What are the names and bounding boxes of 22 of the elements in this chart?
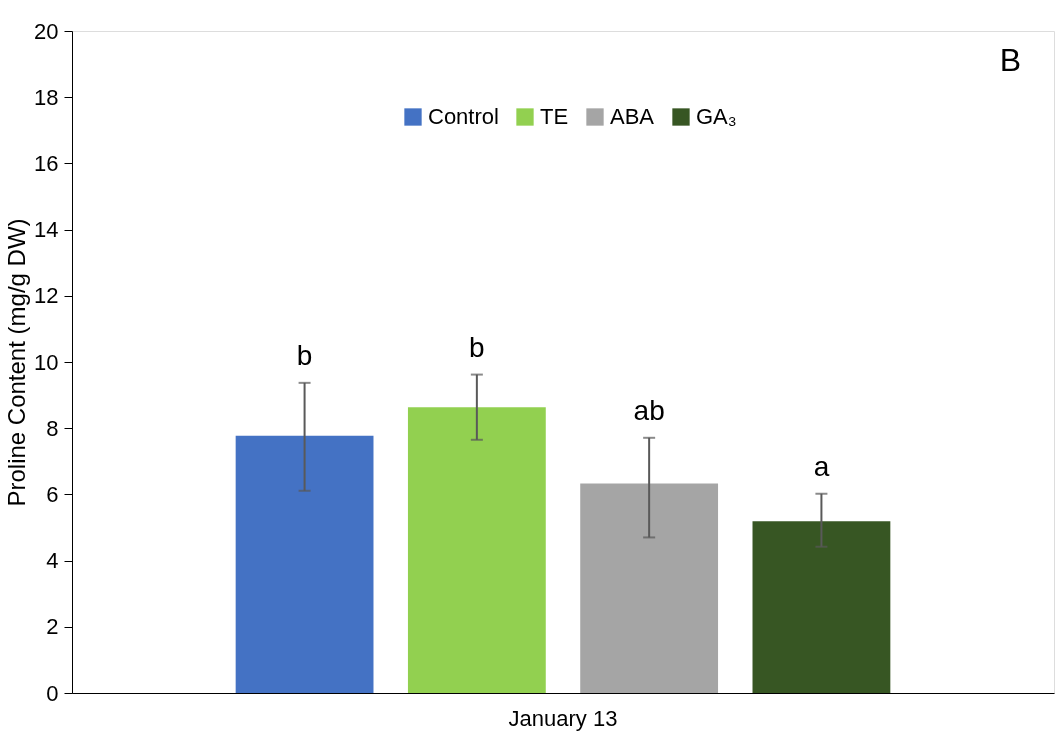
legend-label: TE [540, 104, 569, 129]
annotation: B [999, 42, 1021, 78]
y-tick-label: 4 [46, 548, 59, 574]
y-tick-label: 12 [34, 283, 59, 309]
annotation: b [469, 331, 485, 363]
legend-label: GA₃ [696, 104, 737, 129]
y-axis-title: Proline Content (mg/g DW) [3, 218, 31, 507]
y-tick-label: 14 [34, 217, 59, 243]
x-tick-label: January 13 [508, 705, 618, 731]
y-tick-label: 8 [46, 415, 59, 441]
annotation: ab [633, 394, 665, 426]
y-tick-label: 0 [46, 680, 59, 706]
legend-label: ABA [610, 104, 655, 129]
legend-label: Control [428, 104, 499, 129]
annotation: a [813, 450, 830, 482]
annotation: b [296, 339, 313, 371]
y-tick-label: 6 [46, 481, 59, 507]
y-tick-label: 18 [34, 84, 59, 110]
y-tick-label: 2 [46, 614, 59, 640]
y-tick-label: 10 [34, 349, 59, 375]
y-tick-label: 20 [34, 18, 59, 44]
y-tick-label: 16 [34, 150, 59, 176]
